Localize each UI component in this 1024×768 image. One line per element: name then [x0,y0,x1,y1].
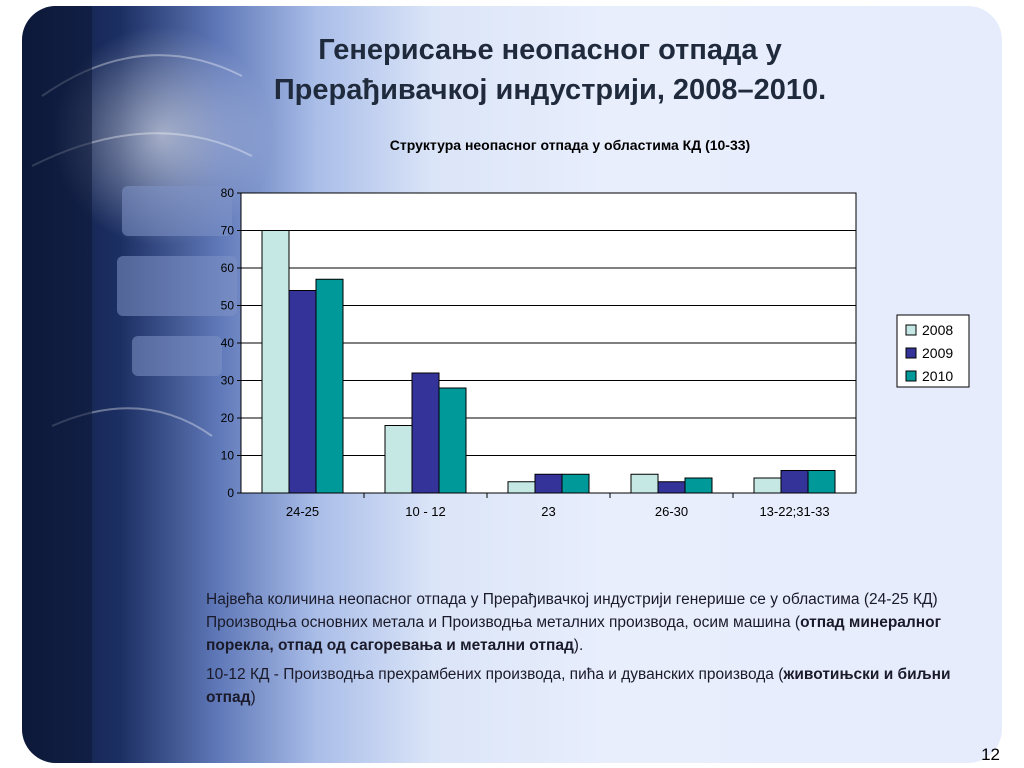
bar-2008 [631,474,658,493]
bar-2009 [658,482,685,493]
y-tick-label: 20 [221,411,235,425]
y-tick-label: 0 [227,486,234,500]
y-tick-label: 80 [221,186,235,200]
slide-title: Генерисање неопасног отпада у Прерађивач… [200,30,900,110]
bar-2010 [316,279,343,493]
bar-2008 [508,482,535,493]
description-paragraph-1: Највећа количина неопасног отпада у Прер… [206,588,951,657]
page-number: 12 [981,745,1000,765]
bar-2009 [535,474,562,493]
x-tick-label: 13-22;31-33 [759,504,829,519]
legend-label-2010: 2010 [922,368,953,384]
legend-label-2008: 2008 [922,322,953,338]
chart-title: Структура неопасног отпада у областима К… [240,137,900,153]
bar-2010 [808,471,835,494]
description-paragraph-2: 10-12 КД - Производња прехрамбених произ… [206,663,951,709]
bar-2009 [289,291,316,494]
slide-title-line1: Генерисање неопасног отпада у [200,30,900,70]
bar-2008 [385,426,412,494]
legend-swatch-2009 [906,348,916,358]
description-p1-end: ). [574,637,583,654]
bar-2008 [754,478,781,493]
legend-swatch-2008 [906,325,916,335]
description-text: Највећа количина неопасног отпада у Прер… [206,588,951,715]
y-tick-label: 10 [221,449,235,463]
y-tick-label: 70 [221,224,235,238]
y-tick-label: 50 [221,299,235,313]
description-p2-text: 10-12 КД - Производња прехрамбених произ… [206,666,783,683]
legend-label-2009: 2009 [922,345,953,361]
x-tick-label: 23 [541,504,555,519]
bar-2009 [412,373,439,493]
x-tick-label: 26-30 [655,504,688,519]
y-tick-label: 40 [221,336,235,350]
legend-swatch-2010 [906,371,916,381]
y-tick-label: 60 [221,261,235,275]
y-tick-label: 30 [221,374,235,388]
bar-2010 [439,388,466,493]
bar-2010 [562,474,589,493]
description-p2-end: ) [251,689,256,706]
bar-2010 [685,478,712,493]
x-tick-label: 24-25 [286,504,319,519]
bar-2008 [262,231,289,494]
bar-chart: 0 10 20 30 40 50 60 70 80 24-25 10 - 12 23 26-30 13-2… [200,180,980,525]
bar-2009 [781,471,808,494]
slide-title-line2: Прерађивачкој индустрији, 2008–2010. [200,70,900,110]
x-tick-label: 10 - 12 [405,504,445,519]
